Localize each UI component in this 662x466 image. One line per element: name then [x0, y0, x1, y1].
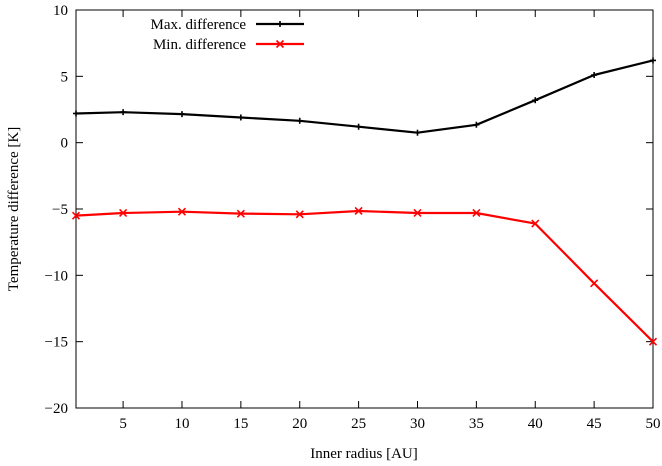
- axis-ticks: [76, 9, 654, 409]
- series-min-point: [177, 207, 187, 216]
- series-max-point: [650, 57, 656, 64]
- series-max-point: [237, 114, 244, 121]
- legend-label-max: Max. difference: [150, 17, 246, 33]
- x-tick-label: 35: [469, 416, 484, 432]
- x-tick-label: 30: [410, 416, 425, 432]
- marker-stroke: [648, 337, 658, 346]
- series-min-point: [119, 208, 128, 218]
- x-tick-label: 50: [646, 416, 661, 432]
- series-max-point: [120, 109, 127, 116]
- y-tick-label: −10: [45, 268, 68, 284]
- legend-swatches: [256, 21, 304, 49]
- series-min-point: [295, 210, 304, 219]
- y-tick-label: 0: [61, 136, 69, 152]
- series-layer: [71, 57, 658, 346]
- series-max-point: [591, 72, 598, 79]
- legend-swatch-max-marker: [277, 21, 283, 27]
- series-min-point: [413, 208, 422, 218]
- y-axis-title: Temperature difference [K]: [6, 127, 22, 291]
- x-tick-label: 25: [351, 416, 366, 432]
- legend-swatch-min: [256, 39, 304, 49]
- marker-stroke: [177, 207, 187, 216]
- series-min-point: [472, 208, 481, 218]
- x-tick-labels: 5 10 15 20 25 30 35 40 45 50: [119, 416, 660, 432]
- legend-label-min: Min. difference: [153, 37, 246, 53]
- x-tick-label: 10: [174, 416, 189, 432]
- series-max-line: [75, 59, 654, 134]
- marker-stroke: [71, 211, 81, 220]
- x-tick-label: 15: [233, 416, 248, 432]
- series-max-point: [355, 123, 362, 130]
- series-max-point: [532, 97, 539, 104]
- y-tick-label: −5: [52, 202, 68, 218]
- series-min-point: [71, 211, 81, 220]
- x-tick-label: 20: [292, 416, 307, 432]
- x-tick-label: 45: [587, 416, 602, 432]
- marker-stroke: [236, 209, 245, 218]
- series-min-point: [648, 337, 658, 346]
- marker-stroke: [354, 206, 363, 216]
- series-min-line: [75, 209, 654, 343]
- series-max: [73, 57, 656, 136]
- series-max-point: [178, 111, 185, 118]
- y-tick-label: 10: [53, 3, 68, 19]
- marker-stroke: [275, 39, 285, 49]
- marker-stroke: [295, 210, 304, 219]
- series-max-point: [73, 110, 79, 117]
- y-tick-label: −20: [45, 401, 68, 417]
- x-axis-title: Inner radius [AU]: [310, 446, 417, 462]
- marker-stroke: [119, 208, 128, 218]
- series-max-point: [414, 129, 421, 136]
- legend-swatch-min-marker: [275, 39, 285, 49]
- plot-frame: [75, 9, 654, 409]
- series-max-point: [296, 117, 303, 124]
- marker-stroke: [472, 208, 481, 218]
- series-min-point: [590, 279, 599, 288]
- series-min-point: [531, 219, 540, 228]
- series-min: [71, 206, 658, 346]
- legend: Max. difference Min. difference: [150, 17, 304, 53]
- legend-swatch-max: [256, 21, 304, 27]
- series-min-point: [236, 209, 245, 218]
- y-tick-label: −15: [45, 335, 68, 351]
- y-tick-label: 5: [61, 69, 69, 85]
- series-min-point: [354, 206, 363, 216]
- x-tick-label: 5: [119, 416, 127, 432]
- series-max-point: [473, 121, 480, 128]
- marker-stroke: [413, 208, 422, 218]
- y-tick-labels: 10 5 0 −5 −10 −15 −20: [45, 3, 68, 417]
- x-tick-label: 40: [528, 416, 543, 432]
- marker-stroke: [531, 219, 540, 228]
- marker-stroke: [590, 279, 599, 288]
